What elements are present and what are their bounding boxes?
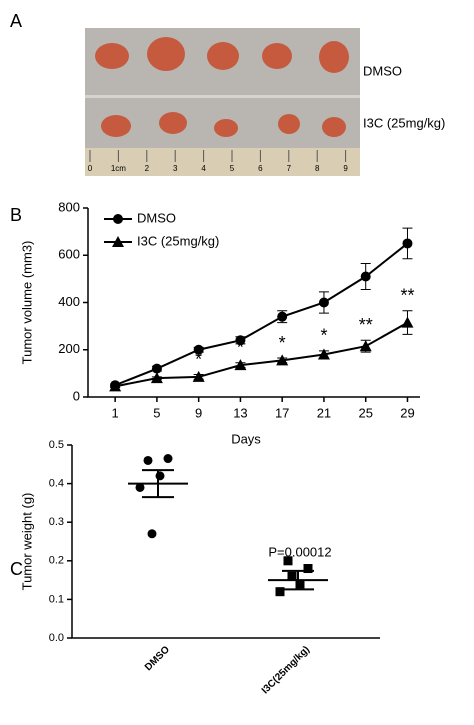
ruler-label: 4 (201, 164, 206, 173)
x-tick-label: I3C(25mg/kg) (260, 644, 312, 696)
x-tick-label: DMSO (143, 644, 172, 673)
data-point (151, 363, 162, 374)
x-tick-label: 1 (112, 405, 119, 420)
data-point (234, 359, 247, 371)
data-point (193, 344, 204, 355)
legend-label: I3C (25mg/kg) (137, 233, 219, 248)
data-point (155, 471, 165, 481)
tumor (159, 112, 187, 134)
series-line (114, 321, 408, 388)
tumor (214, 119, 238, 137)
y-tick-label: 0 (73, 388, 80, 403)
ruler-label: 3 (173, 164, 178, 173)
significance: * (320, 326, 327, 346)
ruler-label: 8 (315, 164, 320, 173)
data-point (277, 311, 288, 322)
tumor (95, 43, 129, 69)
x-axis-label: Days (231, 431, 261, 446)
y-tick-label: 0.4 (49, 478, 64, 490)
tumors (95, 37, 349, 137)
panel-label: C (10, 559, 23, 579)
tumor (262, 43, 292, 69)
y-tick-label: 800 (58, 199, 80, 214)
data-point (135, 482, 145, 492)
significance: * (279, 333, 286, 353)
x-tick-label: 21 (317, 405, 331, 420)
tumor (101, 115, 131, 137)
data-point (147, 529, 157, 539)
data-point (109, 380, 122, 392)
ruler-label: 6 (258, 164, 263, 173)
legend-label: DMSO (137, 210, 176, 225)
x-tick-label: 17 (275, 405, 289, 420)
data-point (163, 454, 173, 464)
y-tick-label: 0.5 (49, 439, 64, 451)
axes (71, 445, 380, 639)
series-line (114, 242, 409, 387)
photo-label: I3C (25mg/kg) (363, 115, 445, 130)
data-point (317, 348, 330, 360)
ruler-label: 1cm (111, 164, 126, 173)
ruler-label: 7 (287, 164, 292, 173)
x-tick-label: 25 (358, 405, 372, 420)
y-tick-label: 0.3 (49, 516, 64, 528)
data-point (402, 238, 413, 249)
ruler-label: 5 (230, 164, 235, 173)
data-point (276, 354, 289, 366)
data-point (401, 316, 414, 328)
y-tick-label: 0.1 (49, 593, 64, 605)
error-bar (142, 469, 174, 499)
data-point (360, 271, 371, 282)
panel-label: B (10, 205, 22, 225)
data-point (192, 370, 205, 382)
x-tick-label: 9 (195, 405, 202, 420)
significance: ** (359, 315, 373, 335)
legend-marker (113, 214, 123, 224)
significance: * (195, 349, 202, 369)
y-tick-label: 400 (58, 294, 80, 309)
tumor (207, 42, 239, 70)
y-tick-label: 0.0 (49, 632, 64, 644)
p-value: P=0.00012 (268, 544, 331, 559)
data-point (359, 340, 372, 352)
legend-marker (112, 236, 124, 247)
data-point (295, 579, 305, 589)
tumor (319, 41, 349, 73)
data-point (287, 571, 297, 581)
x-tick-label: 5 (153, 405, 160, 420)
data-point (318, 297, 329, 308)
y-axis-label: Tumor volume (mm3) (19, 241, 34, 365)
x-tick-label: 29 (400, 405, 414, 420)
x-tick-label: 13 (233, 405, 247, 420)
data-point (143, 455, 153, 465)
data-point (303, 564, 313, 574)
ruler-label: 0 (88, 164, 93, 173)
data-point (283, 556, 293, 566)
significance: * (237, 337, 244, 357)
significance: ** (400, 286, 414, 306)
y-tick-label: 200 (58, 341, 80, 356)
data-point (275, 587, 285, 597)
error-bar (282, 569, 314, 591)
y-tick-label: 600 (58, 247, 80, 262)
ruler (85, 148, 360, 176)
tumor (147, 37, 185, 71)
tumor (322, 117, 346, 137)
ruler-label: 9 (343, 164, 348, 173)
photo: DMSO I3C (25mg/kg) (85, 28, 445, 176)
data-point (150, 372, 163, 384)
ruler-label: 2 (145, 164, 150, 173)
y-tick-label: 0.2 (49, 555, 64, 567)
data-point (235, 335, 246, 346)
y-axis-label: Tumor weight (g) (19, 493, 34, 591)
photo-label: DMSO (363, 63, 402, 78)
tumor (278, 114, 300, 134)
photo-seam (85, 95, 360, 98)
panel-label: A (10, 11, 22, 31)
